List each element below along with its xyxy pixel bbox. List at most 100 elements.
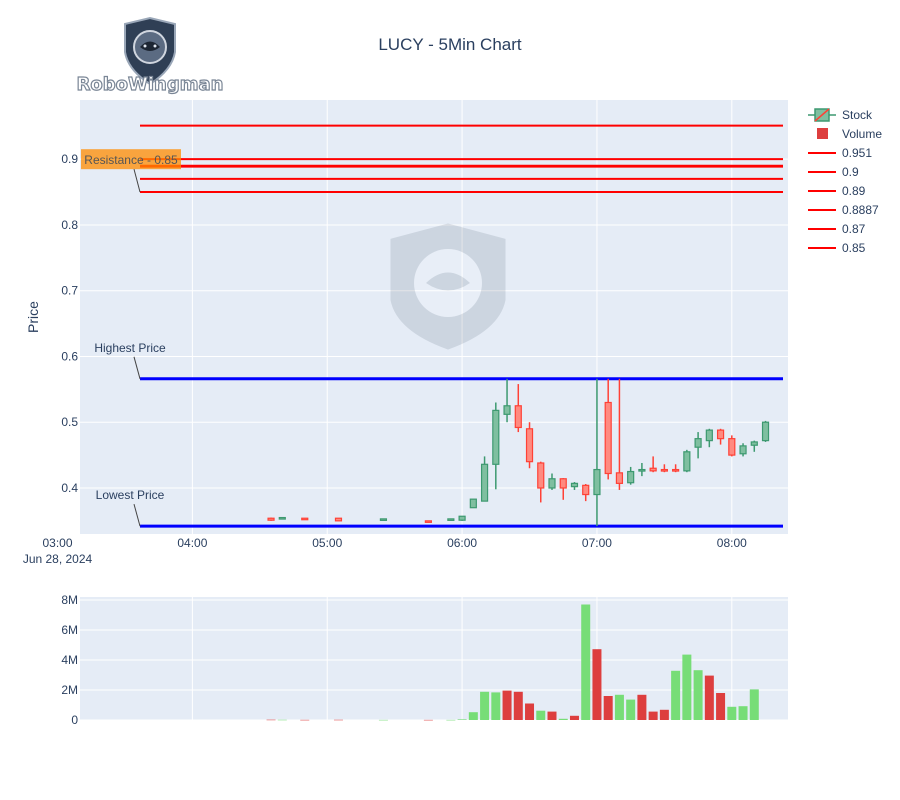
candle	[750, 440, 758, 452]
volume-bar	[558, 718, 568, 720]
volume-bar	[446, 719, 456, 721]
candle	[649, 456, 657, 473]
candle	[267, 517, 275, 521]
chart-title: LUCY - 5Min Chart	[378, 35, 522, 54]
candle	[480, 456, 489, 502]
volume-bar	[569, 715, 579, 720]
candle	[593, 378, 601, 527]
highest-price-arrow	[133, 356, 141, 379]
price-y-tick-label: 0.9	[61, 152, 78, 166]
volume-bar	[749, 689, 759, 720]
candle-body	[492, 409, 500, 465]
candle	[424, 520, 432, 523]
candle-body	[480, 463, 489, 502]
volume-y-tick-label: 8M	[61, 593, 78, 607]
candle-body	[638, 468, 646, 472]
candle-body	[593, 468, 601, 496]
candle-body	[728, 438, 736, 456]
legend-entry-label: Volume	[842, 127, 882, 141]
candle	[537, 461, 545, 503]
candle-body	[379, 518, 388, 521]
x-tick-label: 07:00	[582, 536, 612, 550]
candle-body	[469, 498, 477, 509]
legend-stock-icon	[814, 108, 830, 122]
volume-y-tick-label: 6M	[61, 623, 78, 637]
volume-bar	[592, 649, 602, 720]
legend-entry-label: 0.8887	[842, 203, 879, 217]
legend-entry-label: Stock	[842, 108, 873, 122]
candle-body	[582, 484, 590, 496]
candle-body	[514, 405, 522, 429]
volume-series	[266, 604, 759, 721]
volume-bar	[738, 706, 748, 720]
volume-bar	[603, 696, 613, 720]
candle-body	[750, 441, 758, 446]
price-y-ticks: 0.4 0.5 0.6 0.7 0.8 0.9	[61, 152, 78, 495]
volume-bar	[491, 692, 501, 720]
candle	[469, 498, 477, 509]
volume-bar	[693, 670, 703, 720]
candle-body	[334, 517, 343, 522]
lowest-price-label: Lowest Price	[96, 488, 165, 502]
resistance-levels	[140, 124, 783, 194]
volume-bar	[581, 604, 591, 720]
price-y-tick-label: 0.8	[61, 218, 78, 232]
candle	[514, 384, 522, 433]
volume-bar	[513, 691, 523, 720]
logo: RoboWingman	[76, 16, 224, 96]
resistance-annotation-label: Resistance - 0.85	[84, 153, 178, 167]
x-tick-label: 05:00	[312, 536, 342, 550]
candle	[492, 402, 500, 490]
highest-price-label: Highest Price	[94, 341, 166, 355]
candle-body	[683, 451, 691, 472]
candle	[615, 378, 624, 490]
candle-body	[537, 462, 545, 489]
candle-body	[458, 515, 466, 521]
candle-body	[672, 468, 680, 472]
candle	[683, 449, 691, 473]
volume-bar	[480, 691, 490, 720]
candle	[301, 517, 309, 521]
volume-bar	[682, 654, 692, 720]
candle-body	[739, 445, 747, 455]
candle-body	[649, 467, 657, 472]
annotations: Resistance - 0.85 Highest Price Lowest Pri…	[81, 149, 181, 527]
volume-bar	[277, 719, 287, 721]
legend-entry-label: 0.89	[842, 184, 866, 198]
candle	[660, 464, 668, 473]
candle-body	[525, 428, 534, 463]
volume-bar	[525, 703, 535, 720]
candle-body	[604, 401, 612, 475]
price-y-tick-label: 0.6	[61, 349, 78, 363]
candle-body	[503, 405, 511, 415]
volume-bar	[547, 711, 557, 720]
legend-entry-label: 0.951	[842, 146, 872, 160]
candle-body	[761, 421, 770, 442]
volume-bar	[727, 706, 737, 720]
candle-body	[559, 478, 567, 489]
candle	[638, 462, 646, 477]
lowest-price-arrow	[133, 503, 141, 527]
candle-body	[267, 517, 275, 521]
volume-bar	[536, 710, 546, 720]
resistance-annotation-box	[81, 149, 181, 170]
legend-entry-label: 0.87	[842, 222, 866, 236]
volume-bar	[626, 699, 636, 720]
candlestick-series	[267, 378, 770, 527]
legend-entry-label: 0.9	[842, 165, 859, 179]
volume-bar	[266, 719, 276, 721]
volume-bar	[300, 719, 310, 721]
price-y-tick-label: 0.4	[61, 481, 78, 495]
candle	[705, 428, 713, 448]
candle	[379, 518, 388, 521]
price-y-tick-label: 0.7	[61, 284, 78, 298]
astronaut-shield-icon	[124, 16, 176, 86]
candle	[604, 378, 612, 480]
candle	[548, 473, 556, 490]
volume-bar	[457, 719, 467, 720]
candle	[716, 428, 725, 445]
volume-bar	[468, 712, 478, 720]
candle	[739, 443, 747, 457]
volume-bar	[378, 719, 388, 721]
x-tick-label: 03:00	[43, 536, 73, 550]
